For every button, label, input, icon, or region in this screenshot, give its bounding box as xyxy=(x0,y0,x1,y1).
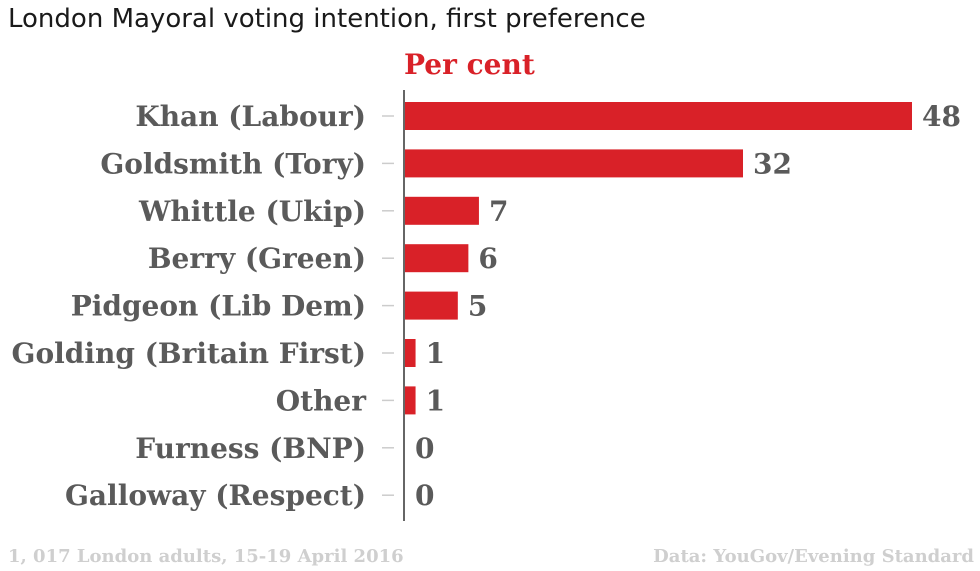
bar xyxy=(405,386,416,415)
bar xyxy=(405,339,416,367)
value-label: 48 xyxy=(922,100,961,133)
bar xyxy=(405,244,469,273)
value-label: 5 xyxy=(468,290,487,323)
category-label: Goldsmith (Tory) xyxy=(100,147,366,180)
bar xyxy=(405,291,458,320)
category-label: Whittle (Ukip) xyxy=(138,195,366,228)
bar xyxy=(405,196,479,225)
unit-label: Per cent xyxy=(404,48,535,81)
chart-title: London Mayoral voting intention, first p… xyxy=(8,4,646,34)
value-label: 7 xyxy=(489,195,508,228)
bar xyxy=(405,102,912,130)
category-label: Golding (Britain First) xyxy=(12,337,366,370)
value-label: 1 xyxy=(426,384,445,417)
footer-source: Data: YouGov/Evening Standard xyxy=(653,546,974,567)
value-label: 32 xyxy=(753,147,792,180)
footer-sample-note: 1, 017 London adults, 15-19 April 2016 xyxy=(8,546,404,567)
category-label: Pidgeon (Lib Dem) xyxy=(71,290,366,323)
value-label: 6 xyxy=(478,242,497,275)
category-label: Khan (Labour) xyxy=(135,100,366,133)
category-label: Galloway (Respect) xyxy=(65,479,366,512)
value-label: 0 xyxy=(415,479,434,512)
value-label: 1 xyxy=(426,337,445,370)
bar xyxy=(405,149,743,178)
category-label: Other xyxy=(276,384,367,417)
value-label: 0 xyxy=(415,432,434,465)
category-label: Berry (Green) xyxy=(148,242,366,275)
category-label: Furness (BNP) xyxy=(135,432,366,465)
